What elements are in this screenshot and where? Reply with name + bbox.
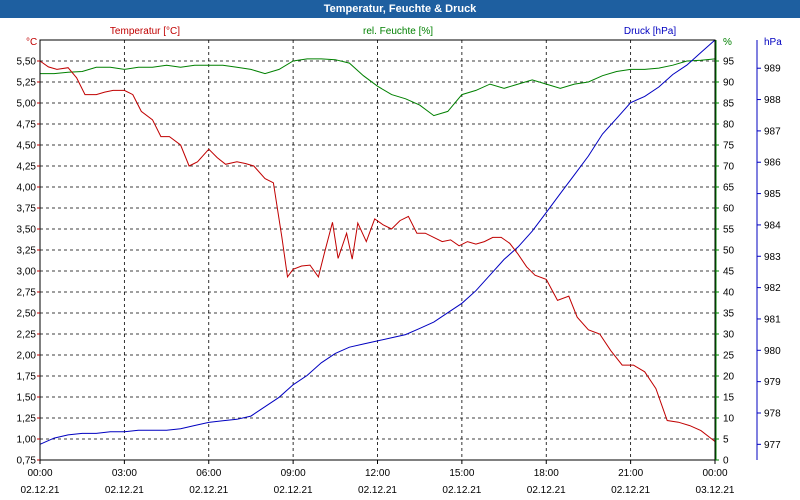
time-tick-label: 09:00 <box>281 468 306 479</box>
temperature-unit: °C <box>26 37 37 48</box>
temperature-tick-label: 5,25 <box>17 78 37 89</box>
humidity-tick-label: 65 <box>723 183 735 194</box>
humidity-tick-label: 70 <box>723 162 735 173</box>
pressure-series-label: Druck [hPa] <box>624 26 676 37</box>
time-tick-label: 12:00 <box>365 468 390 479</box>
temperature-tick-label: 3,25 <box>17 246 37 257</box>
date-tick-label: 02.12.21 <box>611 485 650 496</box>
pressure-tick-label: 987 <box>764 126 781 137</box>
humidity-tick-label: 50 <box>723 246 735 257</box>
pressure-unit: hPa <box>764 37 782 48</box>
time-tick-label: 00:00 <box>27 468 52 479</box>
temperature-tick-label: 4,75 <box>17 120 37 131</box>
temperature-tick-label: 5,50 <box>17 57 37 68</box>
time-tick-label: 03:00 <box>112 468 137 479</box>
humidity-tick-label: 95 <box>723 57 735 68</box>
temperature-tick-label: 2,25 <box>17 330 37 341</box>
temperature-tick-label: 5,00 <box>17 99 37 110</box>
temperature-tick-label: 1,00 <box>17 435 37 446</box>
humidity-tick-label: 40 <box>723 288 735 299</box>
pressure-tick-label: 989 <box>764 64 781 75</box>
humidity-tick-label: 35 <box>723 309 735 320</box>
temperature-tick-label: 2,00 <box>17 351 37 362</box>
time-tick-label: 15:00 <box>449 468 474 479</box>
time-tick-label: 18:00 <box>534 468 559 479</box>
pressure-tick-label: 985 <box>764 189 781 200</box>
temperature-tick-label: 2,75 <box>17 288 37 299</box>
humidity-tick-label: 80 <box>723 120 735 131</box>
humidity-tick-label: 10 <box>723 414 735 425</box>
humidity-tick-label: 0 <box>723 456 729 467</box>
temperature-tick-label: 3,75 <box>17 204 37 215</box>
temperature-tick-label: 1,75 <box>17 372 37 383</box>
temperature-tick-label: 4,50 <box>17 141 37 152</box>
pressure-tick-label: 988 <box>764 95 781 106</box>
temperature-tick-label: 1,50 <box>17 393 37 404</box>
pressure-tick-label: 983 <box>764 252 781 263</box>
humidity-tick-label: 85 <box>723 99 735 110</box>
date-tick-label: 02.12.21 <box>442 485 481 496</box>
humidity-series-label: rel. Feuchte [%] <box>363 26 433 37</box>
humidity-axis: 0 5 10 15 20 25 30 35 40 45 50 55 60 65 70 75 80 85 90 95% <box>715 37 735 467</box>
humidity-tick-label: 5 <box>723 435 729 446</box>
chart-title: Temperatur, Feuchte & Druck <box>0 0 800 18</box>
temperature-series-label: Temperatur [°C] <box>110 26 180 37</box>
pressure-tick-label: 980 <box>764 346 781 357</box>
series-line-pressure <box>39 39 716 445</box>
humidity-tick-label: 90 <box>723 78 735 89</box>
date-tick-label: 02.12.21 <box>189 485 228 496</box>
humidity-tick-label: 15 <box>723 393 735 404</box>
pressure-tick-label: 979 <box>764 377 781 388</box>
humidity-tick-label: 20 <box>723 372 735 383</box>
humidity-tick-label: 45 <box>723 267 735 278</box>
humidity-tick-label: 30 <box>723 330 735 341</box>
temperature-tick-label: 4,25 <box>17 162 37 173</box>
humidity-unit: % <box>723 37 732 48</box>
time-axis: 00:00 02.12.21 03:00 02.12.21 06:00 02.12.21 0… <box>21 460 735 496</box>
temperature-axis: 0,75 1,00 1,25 1,50 1,75 2,00 2,25 2,50 2,75 3,00… <box>17 37 40 467</box>
time-tick-label: 06:00 <box>196 468 221 479</box>
date-tick-label: 02.12.21 <box>274 485 313 496</box>
pressure-tick-label: 981 <box>764 314 781 325</box>
temperature-tick-label: 3,50 <box>17 225 37 236</box>
temperature-tick-label: 0,75 <box>17 456 37 467</box>
series-line-humidity <box>40 58 716 117</box>
temperature-tick-label: 4,00 <box>17 183 37 194</box>
date-tick-label: 02.12.21 <box>105 485 144 496</box>
humidity-tick-label: 25 <box>723 351 735 362</box>
date-tick-label: 02.12.21 <box>358 485 397 496</box>
date-tick-label: 02.12.21 <box>527 485 566 496</box>
grid-lines <box>40 40 715 460</box>
humidity-tick-label: 60 <box>723 204 735 215</box>
pressure-tick-label: 982 <box>764 283 781 294</box>
pressure-tick-label: 978 <box>764 408 781 419</box>
chart-canvas: 0,75 1,00 1,25 1,50 1,75 2,00 2,25 2,50 2,75 3,00… <box>17 26 783 496</box>
time-tick-label: 00:00 <box>702 468 727 479</box>
pressure-axis: 977 978 979 980 981 982 983 984 985 986 987 988 989 h… <box>756 37 782 460</box>
date-tick-label: 02.12.21 <box>21 485 60 496</box>
pressure-tick-label: 984 <box>764 220 781 231</box>
pressure-tick-label: 986 <box>764 158 781 169</box>
date-tick-label: 03.12.21 <box>696 485 735 496</box>
pressure-tick-label: 977 <box>764 440 781 451</box>
humidity-tick-label: 55 <box>723 225 735 236</box>
humidity-tick-label: 75 <box>723 141 735 152</box>
temperature-tick-label: 1,25 <box>17 414 37 425</box>
temperature-tick-label: 3,00 <box>17 267 37 278</box>
time-tick-label: 21:00 <box>618 468 643 479</box>
series-line-temperature <box>39 60 716 442</box>
temperature-tick-label: 2,50 <box>17 309 37 320</box>
